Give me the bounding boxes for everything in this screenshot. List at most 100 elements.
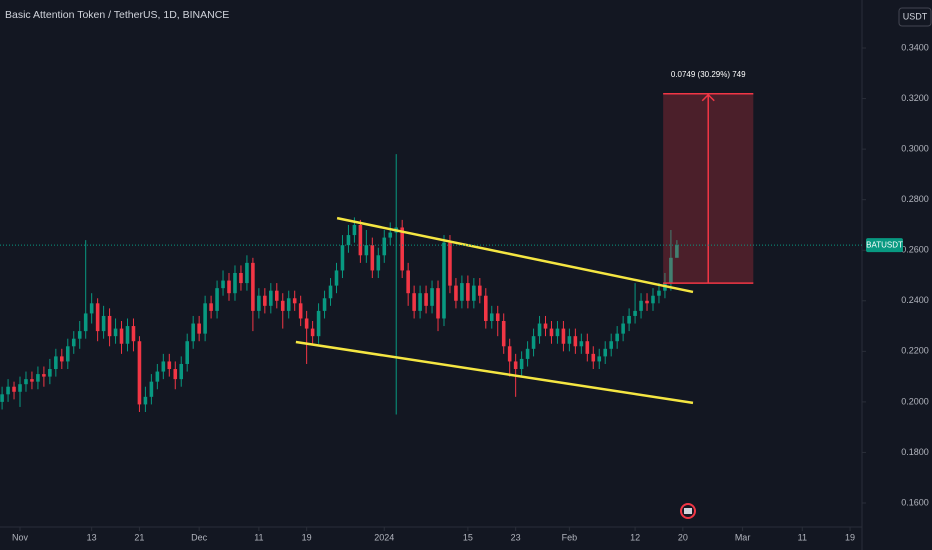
x-tick-label: 11 (798, 532, 807, 542)
candle-body (113, 328, 118, 337)
candle-body (489, 313, 494, 322)
candle-body (537, 323, 542, 337)
candle-body (627, 315, 631, 324)
y-tick-label: 0.3200 (901, 93, 929, 103)
candle-body (36, 374, 40, 382)
x-tick-label: 21 (134, 532, 144, 542)
candle-body (89, 303, 94, 314)
candle-body (358, 224, 363, 256)
candle-body (340, 245, 345, 271)
y-tick-label: 0.3000 (901, 144, 929, 154)
y-tick-label: 0.2600 (901, 245, 929, 255)
candle-body (328, 285, 333, 299)
candle-body (322, 298, 327, 311)
candle-body (442, 242, 446, 319)
candle-body (633, 310, 637, 316)
candle-body (466, 283, 470, 301)
candle-body (561, 328, 566, 344)
candle-body (215, 288, 219, 311)
candle-body (179, 363, 184, 380)
candle-body (83, 313, 88, 332)
candle-body (155, 371, 160, 382)
candle-body (131, 326, 136, 342)
target-label: 0.0749 (30.29%) 749 (671, 70, 746, 79)
candle-body (269, 290, 273, 306)
candle-body (669, 257, 673, 284)
x-tick-label: 20 (678, 532, 688, 542)
candle-body (346, 235, 351, 246)
currency-button[interactable] (898, 7, 932, 27)
candle-body (203, 303, 207, 334)
candle-body (12, 386, 16, 392)
candle-body (77, 331, 82, 339)
candle-body (6, 386, 10, 395)
candle-body (436, 288, 440, 319)
price-label-box (866, 238, 903, 253)
candle-body (167, 361, 172, 370)
candle-body (376, 255, 381, 271)
plot-area (0, 93, 862, 415)
candle-body (274, 290, 279, 301)
candle-body (531, 336, 536, 349)
x-tick-label: 2024 (374, 532, 394, 542)
candle-body (615, 333, 619, 342)
candle-body (478, 285, 482, 296)
candle-body (519, 358, 524, 370)
candle-body (95, 303, 100, 332)
arrow-head (701, 93, 715, 102)
candle-body (364, 245, 369, 256)
candle-body (209, 303, 213, 311)
candle-body (280, 300, 285, 311)
candle-body (48, 369, 52, 377)
candle-body (418, 293, 422, 311)
candle-body (286, 298, 291, 311)
y-tick-label: 0.1800 (901, 447, 929, 457)
candle-body (149, 381, 154, 397)
y-tick-label: 0.2000 (901, 396, 929, 406)
candle-body (65, 346, 70, 362)
candle-body (161, 361, 166, 372)
candle-body (221, 280, 225, 289)
candle-body (173, 369, 178, 380)
y-tick-label: 0.3400 (901, 42, 929, 52)
candle-body (448, 242, 452, 286)
x-tick-label: Nov (12, 532, 29, 542)
candle-body (304, 318, 309, 329)
x-tick-label: Mar (735, 532, 751, 542)
candle-body (573, 336, 578, 347)
x-tick-label: 19 (302, 532, 312, 542)
candle-body (257, 295, 261, 311)
candle-body (495, 313, 500, 322)
candle-body (483, 295, 488, 322)
x-tick-label: 12 (630, 532, 640, 542)
event-icon[interactable] (680, 503, 696, 519)
candle-body (125, 326, 130, 344)
candle-body (298, 303, 303, 319)
candle-body (460, 283, 464, 301)
candle-body (60, 356, 64, 362)
candle-body (24, 379, 28, 385)
candle-body (245, 262, 249, 284)
candle-body (143, 396, 148, 405)
candle-body (609, 341, 613, 349)
x-tick-label: 11 (254, 532, 263, 542)
candle-body (639, 300, 643, 311)
candle-body (197, 323, 201, 334)
candle-body (430, 288, 434, 306)
price-label: BATUSDT (866, 240, 903, 249)
candle-body (603, 348, 608, 357)
x-tick-label: 15 (463, 532, 473, 542)
candle-body (191, 323, 195, 342)
candle-body (507, 346, 512, 362)
candle-body (472, 285, 476, 301)
y-tick-label: 0.2800 (901, 194, 929, 204)
candle-body (591, 353, 596, 362)
candle-body (454, 285, 458, 301)
candle-body (579, 341, 584, 347)
candle-body (555, 328, 560, 337)
candle-body (651, 295, 655, 304)
currency-label[interactable]: USDT (903, 11, 928, 21)
candle-body (30, 379, 34, 382)
